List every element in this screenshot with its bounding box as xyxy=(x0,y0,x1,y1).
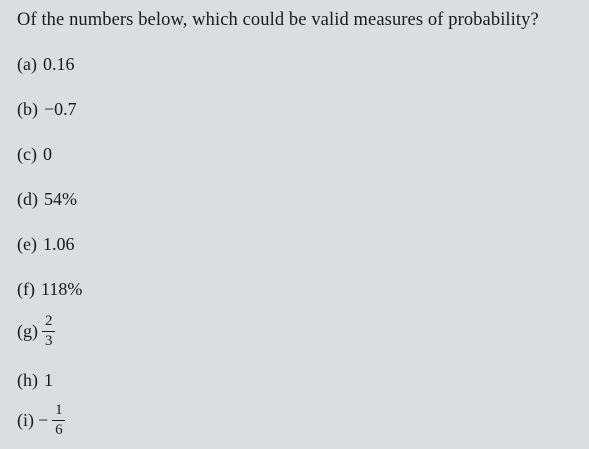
option-label: (c) xyxy=(17,144,37,164)
option-f: (f) 118% xyxy=(17,279,82,300)
option-label: (f) xyxy=(17,279,35,299)
option-value: 0 xyxy=(42,144,52,164)
option-e: (e) 1.06 xyxy=(17,234,74,255)
option-value: 1 xyxy=(44,370,53,390)
fraction: 1 6 xyxy=(52,402,66,439)
option-value: −0.7 xyxy=(44,99,77,119)
option-value: 1.06 xyxy=(42,234,75,254)
option-b: (b) −0.7 xyxy=(17,99,77,120)
minus-sign: − xyxy=(38,410,49,430)
option-value: 118% xyxy=(40,279,83,299)
option-h: (h) 1 xyxy=(17,370,53,391)
fraction-numerator: 2 xyxy=(45,313,53,329)
option-label: (e) xyxy=(17,234,37,254)
option-g: (g) 2 3 xyxy=(17,313,56,350)
option-i: (i) − 1 6 xyxy=(17,402,66,439)
option-d: (d) 54% xyxy=(17,189,77,210)
option-label: (b) xyxy=(17,99,38,119)
option-a: (a) 0.16 xyxy=(17,54,74,75)
fraction: 2 3 xyxy=(42,313,56,350)
option-label: (d) xyxy=(17,189,38,209)
option-c: (c) 0 xyxy=(17,144,52,165)
fraction-bar xyxy=(52,420,66,421)
option-label: (a) xyxy=(17,54,37,74)
option-label: (i) xyxy=(17,410,34,430)
fraction-numerator: 1 xyxy=(55,402,63,418)
fraction-denominator: 6 xyxy=(55,422,63,438)
option-label: (h) xyxy=(17,370,38,390)
option-value: 0.16 xyxy=(42,54,75,74)
option-value: 54% xyxy=(44,189,77,209)
question-text: Of the numbers below, which could be val… xyxy=(17,10,539,30)
option-label: (g) xyxy=(17,321,38,341)
fraction-denominator: 3 xyxy=(45,333,53,349)
fraction-bar xyxy=(42,331,56,332)
